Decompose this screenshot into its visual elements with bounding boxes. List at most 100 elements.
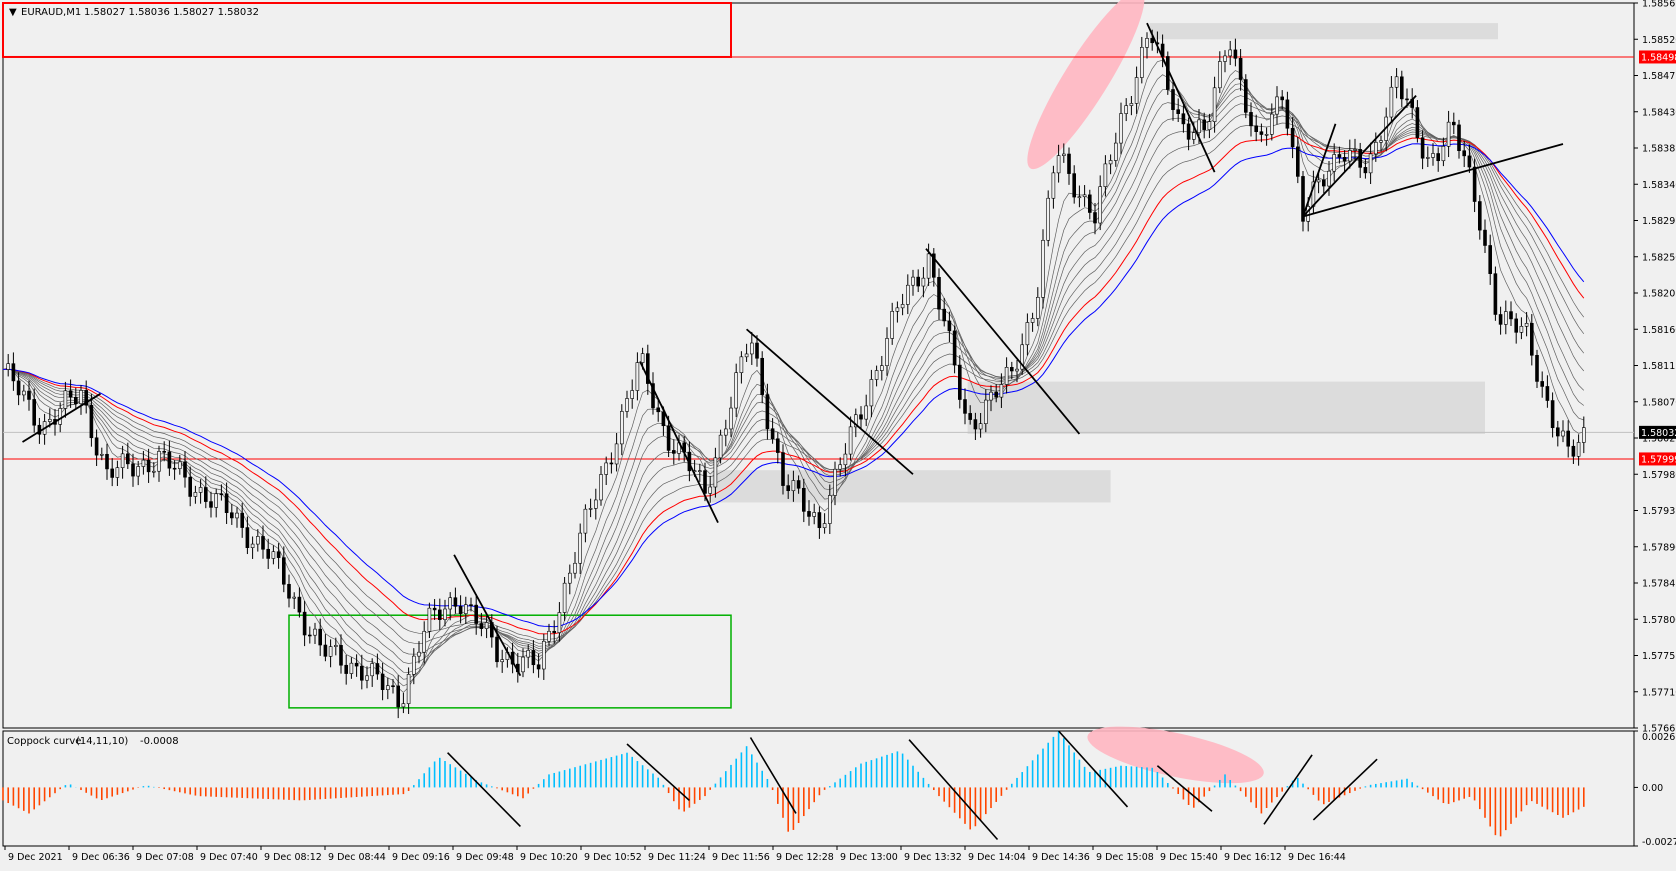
trendline-6[interactable] — [1146, 22, 1216, 173]
price-bar-body — [827, 495, 832, 524]
current-price-marker-box — [1639, 425, 1676, 439]
price-bar-body — [1259, 131, 1264, 135]
price-bar-body — [890, 311, 895, 339]
price-bar-body — [1322, 179, 1326, 187]
price-bar-body — [281, 557, 286, 585]
price-bar-body — [697, 470, 702, 472]
drawn-rectangles — [2, 2, 1498, 709]
price-bar-body — [110, 468, 114, 478]
chart-menu-arrow-icon[interactable]: ▼ — [9, 7, 17, 18]
coppock-panel[interactable]: Coppock curve (14,11,10) -0.0008 — [2, 715, 1635, 847]
time-tick-label: 9 Dec 08:12 — [264, 852, 322, 863]
gray-rectangle[interactable] — [1149, 23, 1498, 40]
coppock-trendline-8[interactable] — [1312, 758, 1378, 821]
price-bar-body — [240, 512, 244, 528]
trendline-1[interactable] — [22, 392, 101, 443]
trendline-5[interactable] — [925, 248, 1081, 435]
trendline-3[interactable] — [639, 361, 719, 523]
price-bar-body — [1072, 173, 1076, 198]
price-bar-body — [1285, 99, 1290, 129]
price-bar-body — [463, 604, 468, 614]
price-bar-body — [79, 390, 83, 405]
price-panel[interactable]: ▼ EURAUD,M1 1.58027 1.58036 1.58027 1.58… — [2, 0, 1635, 729]
time-tick-label: 9 Dec 15:08 — [1096, 852, 1154, 863]
coppock-pink-ellipse[interactable] — [1083, 715, 1268, 795]
time-tick-label: 9 Dec 07:40 — [200, 852, 258, 863]
price-bar-body — [547, 630, 551, 642]
price-bar-body — [521, 656, 525, 673]
price-bar-body — [874, 370, 879, 380]
price-bar-body — [1348, 150, 1352, 162]
trendline-7[interactable] — [1302, 123, 1337, 217]
price-bar-body — [1545, 386, 1550, 401]
price-bar-body — [869, 379, 874, 407]
highlight-ellipse — [1012, 0, 1160, 180]
price-bar-body — [734, 372, 739, 409]
price-bar-body — [1264, 134, 1269, 136]
lower-level-price-marker: 1.57999 — [1641, 454, 1676, 465]
time-tick-label: 9 Dec 10:52 — [584, 852, 642, 863]
coppock-trendline-3[interactable] — [749, 737, 797, 814]
price-bar-body — [749, 342, 754, 355]
price-bar-body — [198, 487, 203, 493]
price-bar-body — [6, 363, 10, 370]
time-tick-label: 9 Dec 08:44 — [328, 852, 386, 863]
ohlc-readout: 1.58027 1.58036 1.58027 1.58032 — [84, 7, 259, 18]
price-bar-body — [11, 363, 16, 382]
trendline-8[interactable] — [1302, 95, 1417, 218]
pink-ellipse[interactable] — [1012, 0, 1160, 180]
price-tick-label: 1.58070 — [1642, 397, 1676, 408]
green-rectangle[interactable] — [288, 614, 732, 709]
price-tick-label: 1.58475 — [1642, 71, 1676, 82]
trendline-4[interactable] — [746, 328, 914, 475]
price-bar-body — [1358, 149, 1362, 168]
price-bar-body — [333, 645, 338, 647]
price-tick-label: 1.58160 — [1642, 325, 1676, 336]
coppock-trendline-7[interactable] — [1263, 754, 1313, 825]
price-bar-body — [708, 486, 713, 494]
time-tick-label: 9 Dec 10:20 — [520, 852, 578, 863]
price-bar-body — [952, 330, 957, 366]
price-bar-body — [791, 480, 796, 492]
coppock-trendline-1[interactable] — [447, 752, 521, 828]
price-bar-body — [89, 404, 94, 439]
coppock-trendline-2[interactable] — [626, 743, 690, 802]
price-bar-body — [209, 501, 213, 508]
time-tick-label: 9 Dec 13:00 — [840, 852, 898, 863]
gray-rectangle[interactable] — [967, 381, 1485, 434]
price-bar-body — [1488, 245, 1492, 274]
coppock-trendline-6[interactable] — [1156, 765, 1213, 812]
time-axis[interactable]: 9 Dec 2021 9 Dec 06:36 9 Dec 07:08 9 Dec 07… — [4, 846, 1346, 863]
price-bar-body — [895, 307, 900, 312]
price-bar-body — [1368, 153, 1373, 174]
price-tick-label: 1.58205 — [1642, 289, 1676, 300]
upper-level-price-marker: 1.58498 — [1641, 52, 1676, 63]
price-bar-body — [905, 284, 910, 305]
price-bar-body — [765, 394, 770, 430]
trendline-2[interactable] — [453, 554, 522, 677]
price-bar-body — [1436, 153, 1440, 162]
coppock-trendline-5[interactable] — [1058, 730, 1129, 808]
price-bar-body — [1062, 153, 1066, 156]
price-tick-label: 1.58250 — [1642, 252, 1676, 263]
coppock-trendline-4[interactable] — [908, 739, 999, 841]
price-bar-body — [1420, 137, 1425, 159]
price-bar-body — [58, 408, 63, 425]
price-bar-body — [588, 508, 593, 510]
price-bar-body — [573, 562, 577, 574]
price-bar-body — [302, 611, 307, 636]
price-bar-body — [183, 461, 187, 478]
gray-rectangle[interactable] — [711, 470, 1111, 503]
time-tick-label: 9 Dec 06:36 — [72, 852, 130, 863]
price-axis[interactable]: 1.58565 1.58520 1.58475 1.58430 1.58385 1.583… — [1634, 0, 1676, 735]
price-bar-body — [1207, 121, 1212, 130]
price-bar-body — [250, 543, 255, 549]
coppock-highlight-ellipse — [1083, 715, 1268, 795]
price-bar-body — [1290, 127, 1295, 148]
trendlines — [22, 22, 1564, 677]
trendline-9[interactable] — [1302, 143, 1564, 218]
price-bar-body — [963, 399, 967, 414]
price-bar-body — [651, 383, 655, 409]
